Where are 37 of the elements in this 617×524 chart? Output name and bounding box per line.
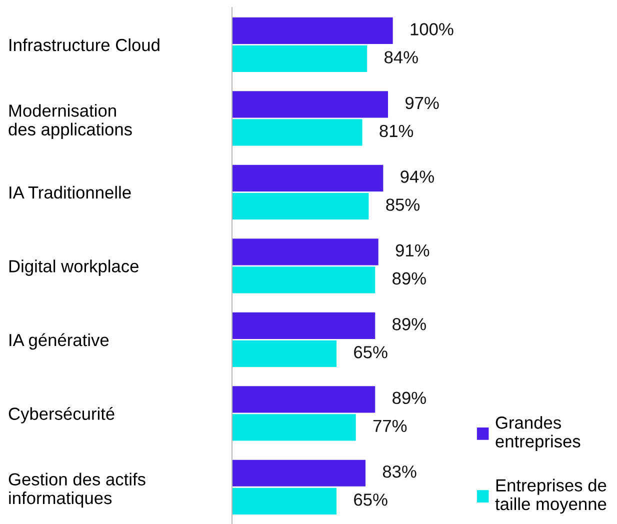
data-label: 91% [396, 244, 430, 257]
bar [232, 238, 378, 266]
bar [232, 91, 388, 118]
bar [232, 17, 393, 44]
bar [232, 386, 376, 413]
bar [232, 488, 337, 514]
y-tick-label: Gestion des actifs informatiques [8, 472, 146, 508]
bar [232, 414, 356, 441]
legend-label: Entreprises de taille moyenne [495, 478, 606, 514]
data-label: 83% [382, 465, 416, 478]
data-label: 84% [384, 51, 418, 64]
y-tick-label: IA générative [10, 333, 109, 350]
legend-label: Grandes entreprises [496, 416, 580, 451]
data-label: 65% [354, 494, 388, 506]
data-label: 77% [373, 420, 407, 432]
data-label: 100% [410, 23, 454, 36]
y-tick-label: IA Traditionnelle [10, 186, 131, 199]
data-label: 94% [400, 170, 434, 183]
data-label: 97% [405, 96, 439, 110]
y-tick-label: Infrastructure Cloud [10, 38, 160, 52]
bar [232, 460, 366, 486]
bar [232, 45, 368, 72]
data-label: 89% [392, 392, 426, 404]
y-tick-label: Digital workplace [9, 260, 138, 276]
data-label: 89% [392, 318, 426, 330]
bar [232, 266, 376, 294]
data-label: 85% [386, 198, 420, 211]
y-tick-label: Modernisation des applications [8, 104, 132, 139]
data-label: 65% [354, 346, 388, 358]
y-tick-label: Cybersécurité [8, 407, 114, 424]
bar [232, 164, 384, 192]
data-label: 89% [392, 272, 426, 285]
bar [232, 312, 376, 339]
bar [232, 192, 369, 220]
bar [232, 119, 362, 146]
data-label: 81% [380, 124, 414, 138]
bar [232, 340, 337, 367]
